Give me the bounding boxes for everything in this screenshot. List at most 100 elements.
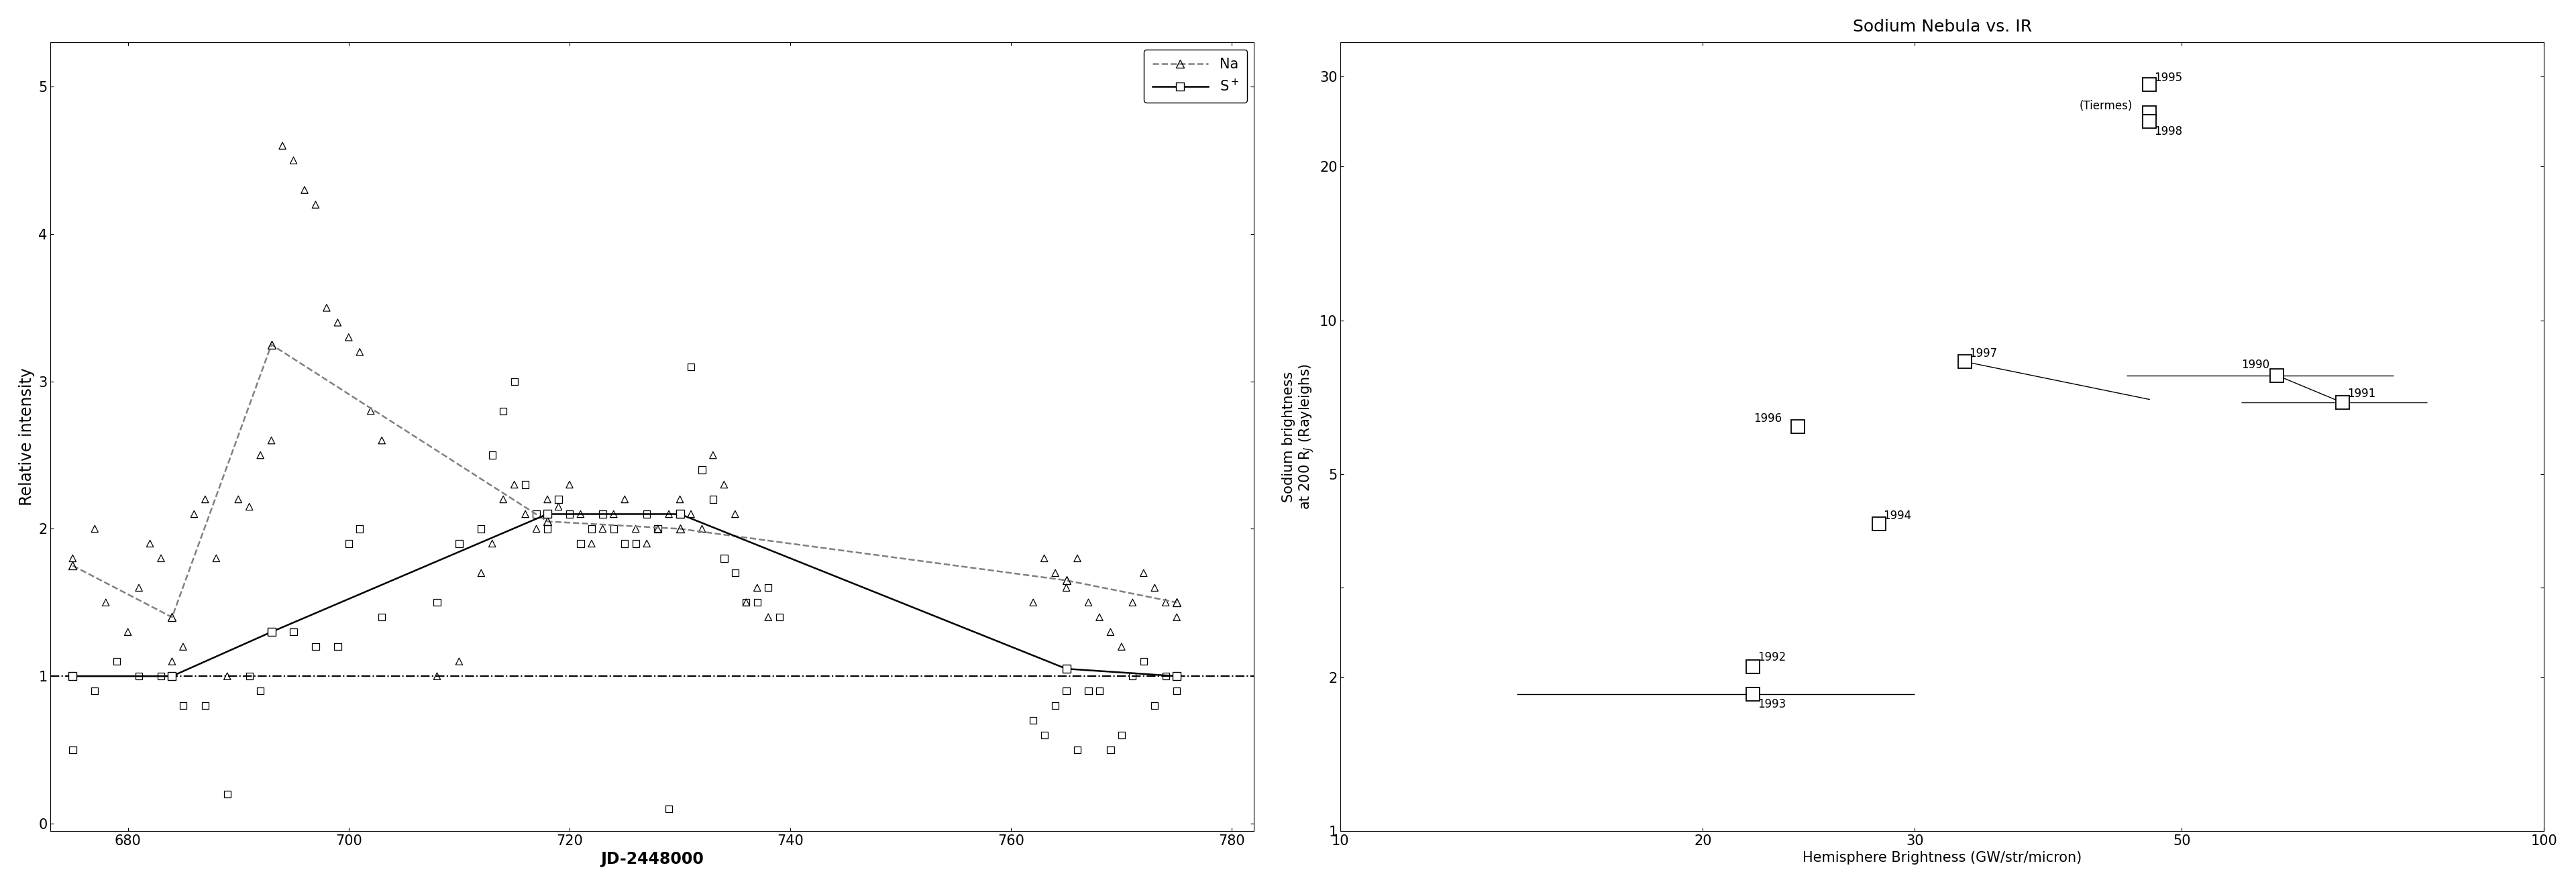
Title: Sodium Nebula vs. IR: Sodium Nebula vs. IR	[1852, 19, 2032, 35]
Point	[1079, 610, 1121, 625]
Text: 1991: 1991	[2347, 387, 2375, 400]
Point	[515, 507, 556, 521]
Point	[283, 183, 325, 197]
Point	[173, 507, 214, 521]
Point	[1046, 580, 1087, 595]
Point	[438, 655, 479, 669]
Point	[118, 669, 160, 683]
Point	[670, 507, 711, 521]
Point	[559, 536, 600, 550]
Point	[714, 507, 755, 521]
Point	[683, 462, 724, 477]
Point	[515, 522, 556, 536]
Point	[75, 522, 116, 536]
Text: 1995: 1995	[2154, 72, 2182, 84]
Point	[471, 448, 513, 462]
Point	[528, 522, 569, 536]
Text: (Tiermes): (Tiermes)	[2079, 99, 2133, 112]
Point	[1146, 595, 1188, 610]
Point	[616, 536, 657, 550]
Point	[636, 522, 677, 536]
Point	[1123, 655, 1164, 669]
Point	[528, 493, 569, 507]
Point	[263, 138, 304, 152]
Y-axis label: Relative intensity: Relative intensity	[18, 368, 33, 506]
Point	[1069, 684, 1110, 698]
Point	[340, 522, 381, 536]
Point	[572, 536, 613, 550]
Point	[129, 536, 170, 550]
Point	[1046, 684, 1087, 698]
Point	[162, 698, 204, 712]
Point	[592, 522, 634, 536]
Point	[482, 493, 523, 507]
Text: 1990: 1990	[2241, 359, 2269, 370]
Point	[1146, 669, 1188, 683]
Point	[1012, 595, 1054, 610]
Point	[505, 478, 546, 492]
Text: 1997: 1997	[1968, 347, 1996, 360]
Point	[296, 198, 337, 212]
Point	[549, 478, 590, 492]
Point	[206, 787, 247, 801]
Point	[296, 640, 337, 654]
Point	[760, 610, 801, 625]
Point	[495, 478, 536, 492]
Point	[1133, 698, 1175, 712]
Point	[273, 625, 314, 639]
Point	[229, 669, 270, 683]
Point	[108, 625, 149, 639]
Point	[85, 595, 126, 610]
Point	[495, 375, 536, 389]
Point	[1157, 684, 1198, 698]
Point	[1056, 742, 1097, 757]
Point	[307, 300, 348, 315]
Point	[616, 522, 657, 536]
Point	[1056, 551, 1097, 565]
Point	[250, 433, 291, 447]
Point	[327, 536, 368, 550]
Point	[626, 536, 667, 550]
Text: 1998: 1998	[2154, 125, 2182, 137]
Point	[461, 522, 502, 536]
Text: 1993: 1993	[1757, 698, 1785, 711]
Point	[95, 655, 137, 669]
Point	[361, 610, 402, 625]
Point	[605, 493, 647, 507]
Point	[1113, 669, 1154, 683]
Point	[162, 640, 204, 654]
Point	[1123, 566, 1164, 580]
Point	[737, 595, 778, 610]
Point	[250, 625, 291, 639]
Point	[592, 507, 634, 521]
Point	[206, 669, 247, 683]
Point	[142, 551, 183, 565]
Point	[152, 655, 193, 669]
Point	[1100, 640, 1141, 654]
Point	[1090, 742, 1131, 757]
Point	[438, 536, 479, 550]
Point	[559, 507, 600, 521]
X-axis label: Hemisphere Brightness (GW/str/micron): Hemisphere Brightness (GW/str/micron)	[1803, 851, 2081, 865]
Legend: Na, S$^+$: Na, S$^+$	[1144, 50, 1247, 103]
Point	[505, 507, 546, 521]
Point	[317, 640, 358, 654]
Point	[670, 360, 711, 374]
Y-axis label: Sodium brightness
at 200 R$_J$ (Rayleighs): Sodium brightness at 200 R$_J$ (Rayleigh…	[1283, 363, 1316, 510]
Point	[240, 448, 281, 462]
Point	[538, 493, 580, 507]
Point	[636, 522, 677, 536]
Point	[350, 404, 392, 418]
Point	[118, 580, 160, 595]
Point	[1157, 610, 1198, 625]
Text: 1996: 1996	[1754, 412, 1783, 424]
Point	[693, 493, 734, 507]
Point	[1100, 728, 1141, 742]
Point	[1012, 713, 1054, 727]
Point	[538, 500, 580, 514]
Point	[361, 433, 402, 447]
Point	[317, 315, 358, 330]
Point	[683, 522, 724, 536]
Point	[327, 330, 368, 345]
Point	[219, 493, 260, 507]
